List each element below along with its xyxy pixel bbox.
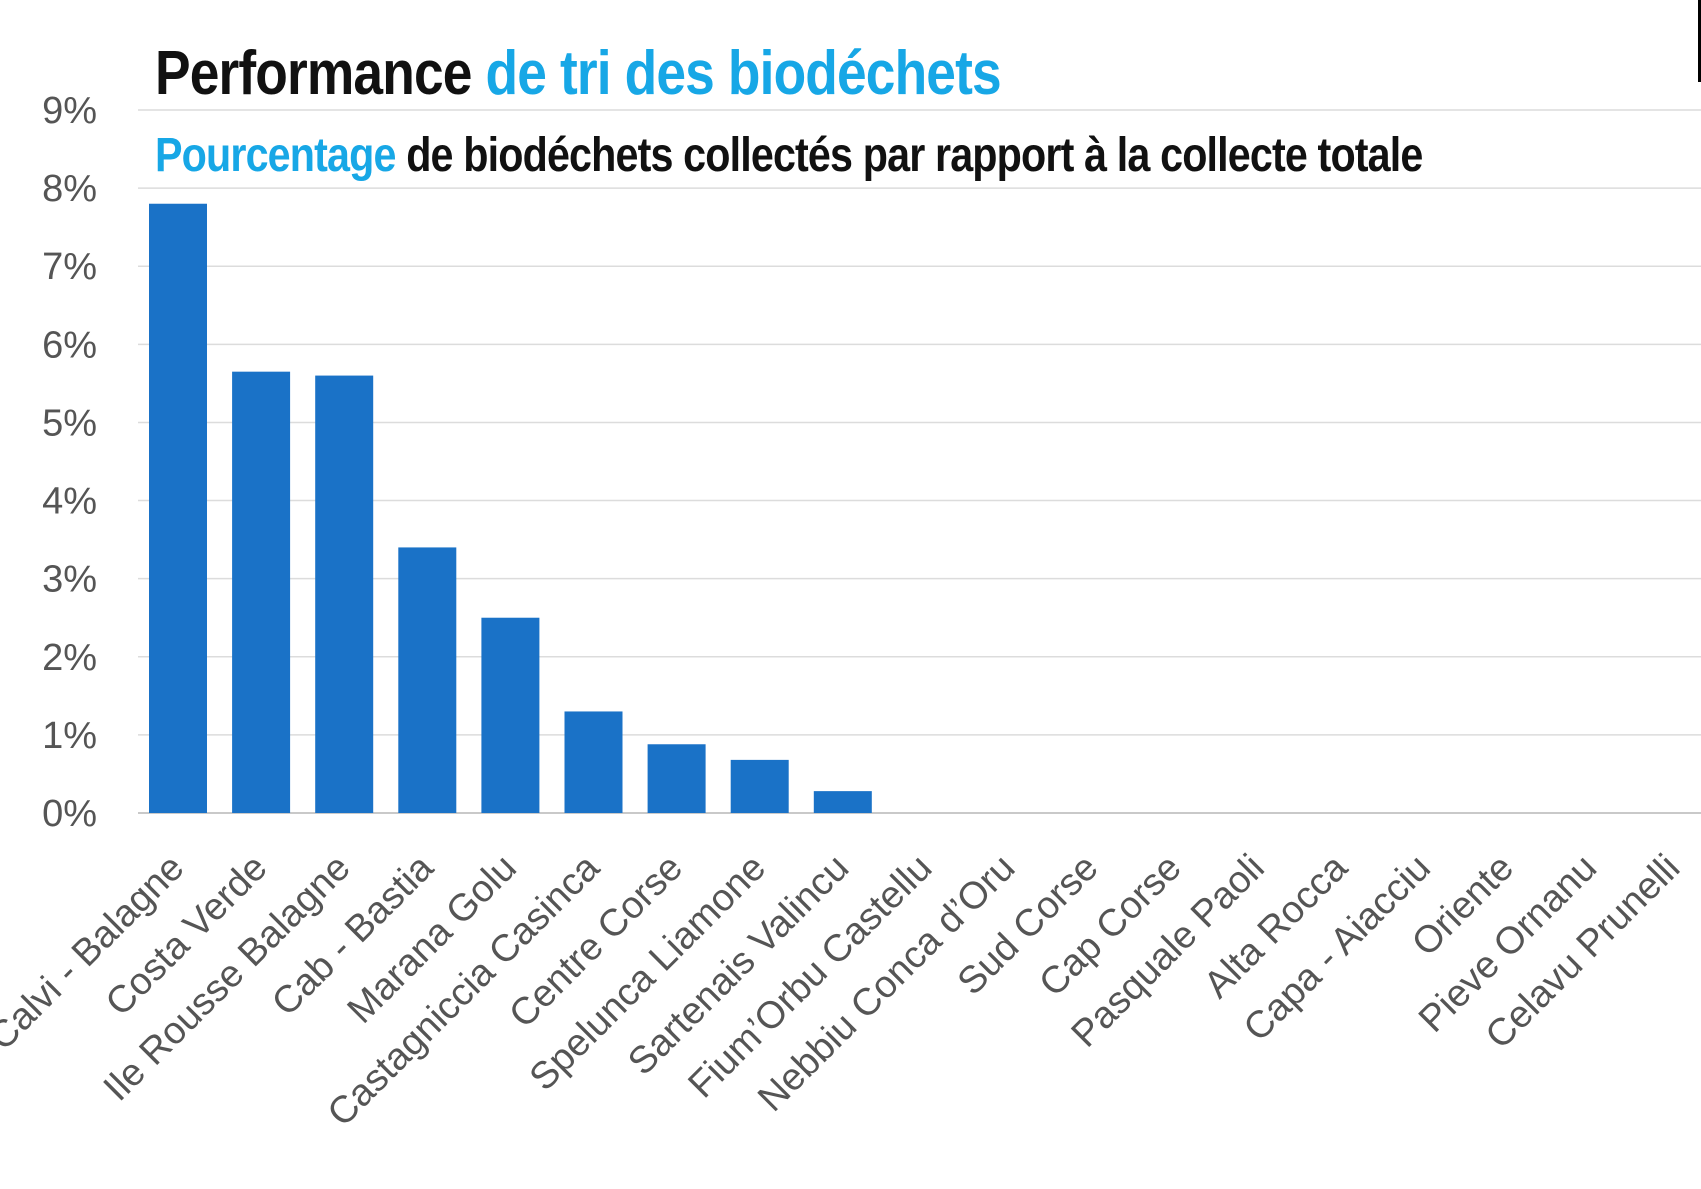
y-tick-label: 1% [42,715,97,757]
chart-subtitle-part1: Pourcentage [155,129,396,182]
bar [398,547,457,813]
y-tick-label: 5% [42,402,97,444]
y-tick-label: 7% [42,246,97,288]
bars [149,203,872,813]
bar [564,711,623,813]
y-tick-label: 0% [42,793,97,835]
bar [730,759,789,813]
y-tick-label: 6% [42,324,97,366]
y-tick-label: 2% [42,637,97,679]
y-tick-label: 3% [42,559,97,601]
chart-title-part1: Performance [155,39,472,108]
chart-title-part2: de tri des biodéchets [485,39,1001,108]
bar [149,203,207,813]
bar [481,617,540,813]
bar [315,375,374,813]
chart-subtitle: Pourcentage de biodéchets collectés par … [155,128,1423,183]
y-tick-label: 4% [42,481,97,523]
y-tick-label: 8% [42,168,97,210]
bar [813,791,872,813]
chart-title: Performance de tri des biodéchets [155,38,1002,109]
frame-edge-line [1698,0,1701,82]
y-tick-label: 9% [42,90,97,132]
y-axis-tick-labels: 0% 1% 2% 3% 4% 5% 6% 7% 8% 9% [42,90,97,835]
bar [647,744,706,813]
bar [232,371,291,813]
chart-subtitle-part2: de biodéchets collectés par rapport à la… [406,129,1423,182]
